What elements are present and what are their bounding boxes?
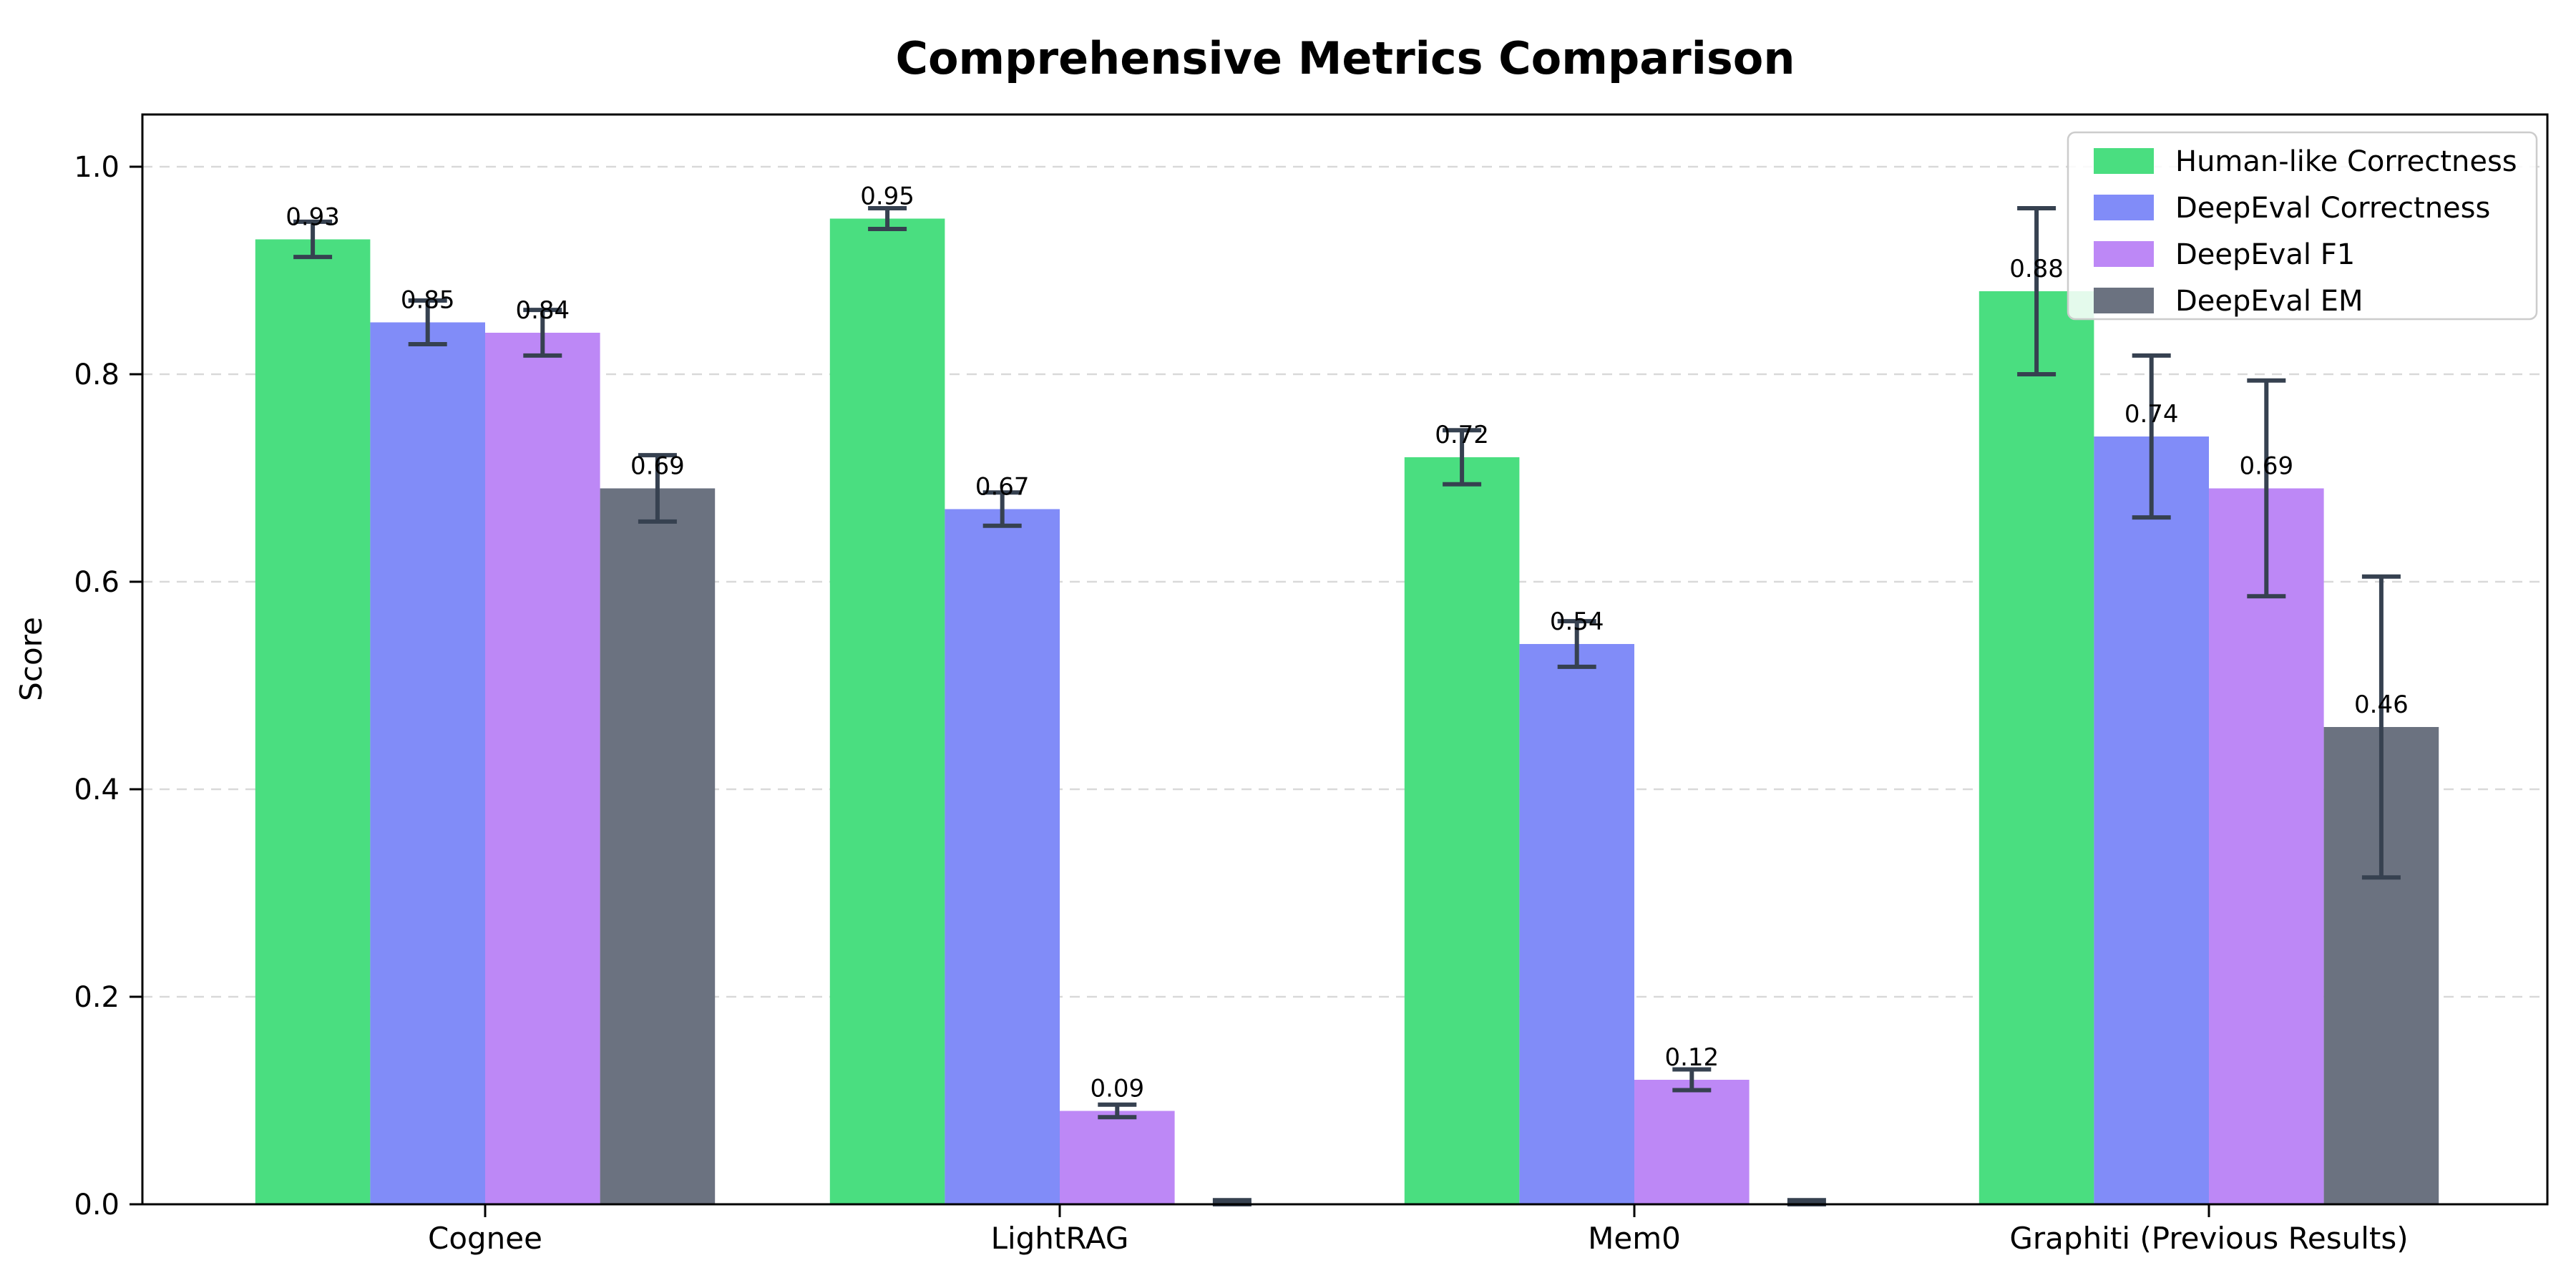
bar	[600, 488, 716, 1204]
plot-area: 0.0 0.2 0.4 0.6 0.8 1.0 Cognee LightRAG Mem0 Grap…	[74, 113, 2549, 1256]
bar-value-label: 0.88	[2009, 255, 2064, 283]
bar-value-label: 0.84	[515, 296, 570, 325]
bar	[2094, 436, 2209, 1204]
bar-value-label: 0.74	[2124, 400, 2179, 429]
bar	[2209, 488, 2324, 1204]
bar	[1634, 1080, 1750, 1204]
bar-value-label: 0.69	[2239, 452, 2293, 481]
bar	[1519, 644, 1634, 1204]
legend-swatch	[2094, 148, 2154, 174]
chart-title: Comprehensive Metrics Comparison	[895, 32, 1795, 84]
bar-value-label: 0.09	[1090, 1075, 1144, 1103]
bar-value-label: 0.72	[1435, 421, 1489, 449]
legend-swatch	[2094, 195, 2154, 220]
legend-label: DeepEval Correctness	[2175, 192, 2490, 225]
bar	[945, 509, 1060, 1204]
y-tick-label: 0.4	[74, 774, 119, 806]
bar-value-label: 0.69	[630, 452, 685, 481]
x-tick-label: Mem0	[1588, 1221, 1681, 1256]
y-tick-label: 0.6	[74, 566, 119, 599]
bar-value-label: 0.95	[860, 182, 914, 211]
x-tick-label: Cognee	[428, 1221, 542, 1256]
legend-label: DeepEval F1	[2175, 238, 2355, 271]
y-tick-label: 0.2	[74, 981, 119, 1014]
y-tick-label: 0.8	[74, 358, 119, 391]
legend-label: DeepEval EM	[2175, 285, 2363, 318]
legend-box	[2067, 131, 2538, 321]
bar-value-label: 0.67	[975, 473, 1030, 502]
bar	[1060, 1111, 1175, 1204]
bar-value-label: 0.12	[1664, 1043, 1719, 1072]
bar	[1404, 457, 1520, 1204]
bar	[370, 322, 485, 1204]
y-tick-label: 1.0	[74, 151, 119, 184]
bar	[1979, 291, 2094, 1204]
bar-value-label: 0.93	[286, 203, 340, 232]
y-tick-label: 0.0	[74, 1189, 119, 1221]
bar	[485, 333, 600, 1204]
legend-label: Human-like Correctness	[2175, 145, 2517, 178]
bar	[255, 239, 371, 1204]
x-tick-label: Graphiti (Previous Results)	[2009, 1221, 2408, 1256]
y-axis-label: Score	[14, 617, 49, 701]
bar-value-label: 0.85	[401, 286, 455, 315]
axis-frame	[141, 113, 2549, 1206]
x-tick-label: LightRAG	[991, 1221, 1129, 1256]
bar	[829, 218, 945, 1204]
bar-value-label: 0.46	[2354, 691, 2409, 719]
legend-swatch	[2094, 241, 2154, 267]
legend-swatch	[2094, 288, 2154, 313]
bar-value-label: 0.54	[1550, 608, 1604, 636]
